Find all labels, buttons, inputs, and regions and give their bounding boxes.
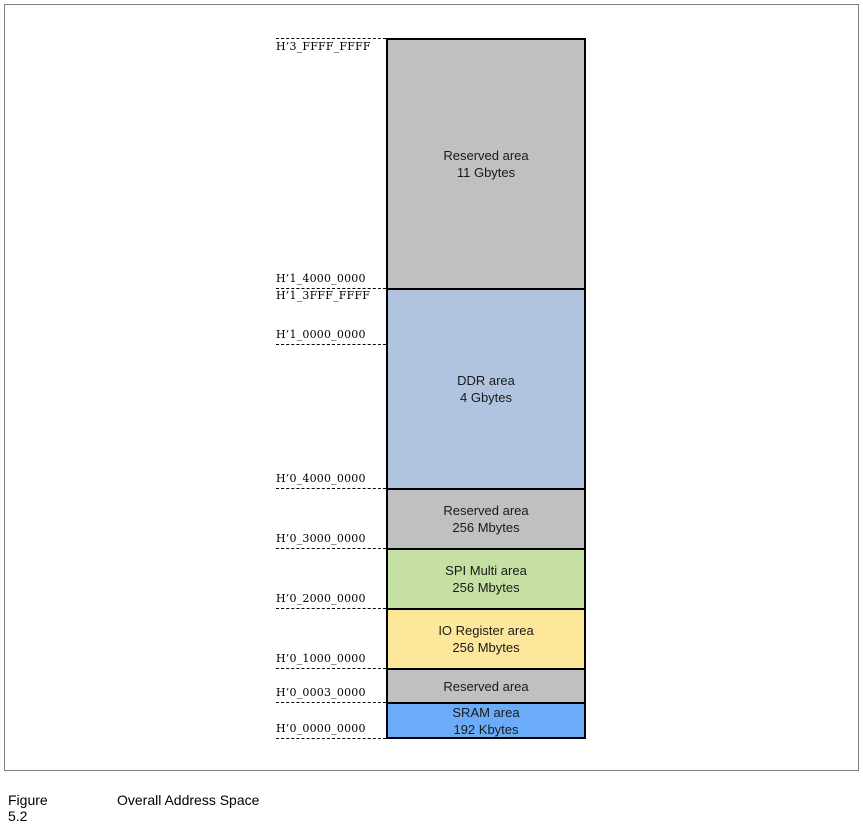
address-label: H’1_0000_0000 (276, 328, 366, 341)
region-sram: SRAM area 192 Kbytes (386, 702, 586, 739)
region-size: 4 Gbytes (459, 390, 513, 405)
address-label: H’0_1000_0000 (276, 652, 366, 665)
address-leader-line (276, 344, 386, 345)
region-reserved-small: Reserved area (386, 668, 586, 704)
figure-title: Overall Address Space (117, 792, 260, 808)
region-size: 256 Mbytes (452, 520, 520, 535)
region-name: SPI Multi area (445, 563, 527, 578)
address-label: H’0_3000_0000 (276, 532, 366, 545)
address-label: H’0_4000_0000 (276, 472, 366, 485)
address-leader-line (276, 288, 386, 289)
region-io-register: IO Register area 256 Mbytes (386, 608, 586, 670)
address-label: H’1_3FFF_FFFF (276, 289, 371, 302)
region-name: DDR area (457, 373, 515, 388)
address-label: H’3_FFFF_FFFF (276, 40, 371, 53)
address-label: H’0_0000_0000 (276, 722, 366, 735)
figure-number: Figure 5.2 (8, 792, 48, 824)
address-label: H’0_0003_0000 (276, 686, 366, 699)
region-reserved-11g: Reserved area 11 Gbytes (386, 38, 586, 290)
address-leader-line (276, 702, 386, 703)
region-name: Reserved area (443, 148, 529, 163)
region-size: 192 Kbytes (453, 721, 519, 737)
address-leader-line (276, 488, 386, 489)
address-leader-line (276, 548, 386, 549)
address-leader-line (276, 38, 386, 39)
region-name: Reserved area (443, 678, 529, 694)
region-name: Reserved area (443, 503, 529, 518)
region-reserved-256m: Reserved area 256 Mbytes (386, 488, 586, 550)
region-size: 256 Mbytes (452, 580, 520, 595)
region-name: IO Register area (438, 623, 534, 638)
address-leader-line (276, 738, 386, 739)
address-leader-line (276, 608, 386, 609)
region-size: 256 Mbytes (452, 640, 520, 655)
region-size: 11 Gbytes (456, 165, 516, 180)
region-spi-multi: SPI Multi area 256 Mbytes (386, 548, 586, 610)
address-leader-line (276, 668, 386, 669)
address-label: H’0_2000_0000 (276, 592, 366, 605)
region-name: SRAM area (452, 704, 520, 720)
address-label: H’1_4000_0000 (276, 272, 366, 285)
region-ddr: DDR area 4 Gbytes (386, 288, 586, 490)
